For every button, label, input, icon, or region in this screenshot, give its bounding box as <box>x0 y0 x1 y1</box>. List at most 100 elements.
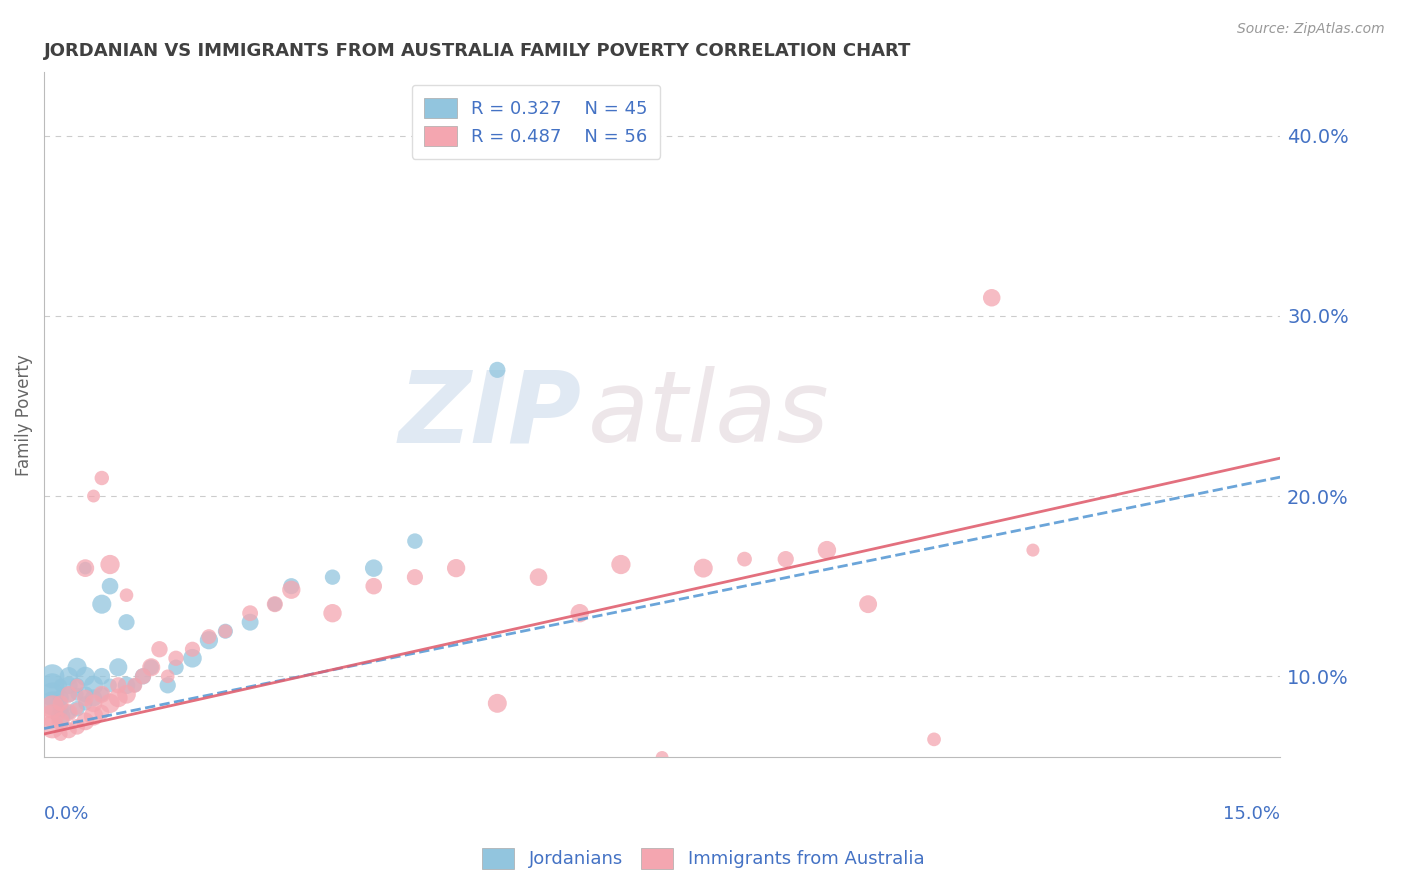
Point <box>58 706 80 720</box>
Point <box>198 633 221 648</box>
Point <box>486 363 509 377</box>
Point <box>107 678 129 692</box>
Text: 0.0%: 0.0% <box>44 805 90 823</box>
Point <box>239 606 262 620</box>
Point <box>75 714 97 729</box>
Point <box>41 678 63 692</box>
Point <box>90 687 112 701</box>
Point <box>444 561 467 575</box>
Point <box>49 696 72 710</box>
Point <box>124 678 146 692</box>
Point <box>41 709 63 723</box>
Point <box>651 750 673 764</box>
Point <box>115 678 138 692</box>
Point <box>75 561 97 575</box>
Point <box>41 687 63 701</box>
Point <box>486 696 509 710</box>
Point <box>98 678 121 692</box>
Point <box>75 669 97 683</box>
Point <box>321 606 343 620</box>
Point <box>980 291 1002 305</box>
Point <box>775 552 797 566</box>
Point <box>148 642 170 657</box>
Point <box>404 534 426 549</box>
Point <box>1022 543 1045 558</box>
Point <box>66 660 89 674</box>
Text: 15.0%: 15.0% <box>1223 805 1279 823</box>
Point <box>49 727 72 741</box>
Point <box>156 678 179 692</box>
Point <box>280 579 302 593</box>
Point <box>115 615 138 630</box>
Y-axis label: Family Poverty: Family Poverty <box>15 354 32 475</box>
Point <box>404 570 426 584</box>
Point <box>263 597 285 611</box>
Text: JORDANIAN VS IMMIGRANTS FROM AUSTRALIA FAMILY POVERTY CORRELATION CHART: JORDANIAN VS IMMIGRANTS FROM AUSTRALIA F… <box>44 42 911 60</box>
Point <box>83 678 105 692</box>
Text: Source: ZipAtlas.com: Source: ZipAtlas.com <box>1237 22 1385 37</box>
Point <box>58 678 80 692</box>
Point <box>75 561 97 575</box>
Point <box>49 690 72 705</box>
Point <box>49 702 72 716</box>
Point <box>66 687 89 701</box>
Point <box>141 660 163 674</box>
Point <box>58 706 80 720</box>
Point <box>66 702 89 716</box>
Point <box>90 597 112 611</box>
Legend: Jordanians, Immigrants from Australia: Jordanians, Immigrants from Australia <box>474 840 932 876</box>
Point <box>83 696 105 710</box>
Point <box>58 687 80 701</box>
Point <box>98 579 121 593</box>
Point <box>856 597 879 611</box>
Point <box>66 678 89 692</box>
Legend: R = 0.327    N = 45, R = 0.487    N = 56: R = 0.327 N = 45, R = 0.487 N = 56 <box>412 85 661 159</box>
Point <box>107 660 129 674</box>
Point <box>83 709 105 723</box>
Point <box>610 558 633 572</box>
Point <box>214 624 236 639</box>
Point <box>41 669 63 683</box>
Point <box>132 669 155 683</box>
Point <box>49 709 72 723</box>
Point <box>922 732 945 747</box>
Point <box>141 660 163 674</box>
Point <box>75 687 97 701</box>
Point <box>280 582 302 597</box>
Text: atlas: atlas <box>588 367 830 464</box>
Point <box>734 552 756 566</box>
Point <box>41 720 63 734</box>
Point <box>75 690 97 705</box>
Point <box>239 615 262 630</box>
Point <box>41 696 63 710</box>
Point <box>363 561 385 575</box>
Point <box>198 630 221 644</box>
Point <box>692 561 714 575</box>
Point <box>181 651 204 665</box>
Point <box>263 597 285 611</box>
Point <box>58 687 80 701</box>
Point <box>90 471 112 485</box>
Point <box>75 696 97 710</box>
Point <box>132 669 155 683</box>
Point <box>98 696 121 710</box>
Point <box>58 669 80 683</box>
Point <box>66 678 89 692</box>
Point <box>83 690 105 705</box>
Point <box>815 543 838 558</box>
Point <box>214 624 236 639</box>
Point <box>98 558 121 572</box>
Point <box>90 687 112 701</box>
Point <box>568 606 591 620</box>
Point <box>49 714 72 729</box>
Point <box>41 700 63 714</box>
Point <box>90 669 112 683</box>
Point <box>66 702 89 716</box>
Point <box>124 678 146 692</box>
Text: ZIP: ZIP <box>399 367 582 464</box>
Point <box>58 723 80 738</box>
Point <box>90 706 112 720</box>
Point <box>181 642 204 657</box>
Point <box>363 579 385 593</box>
Point <box>321 570 343 584</box>
